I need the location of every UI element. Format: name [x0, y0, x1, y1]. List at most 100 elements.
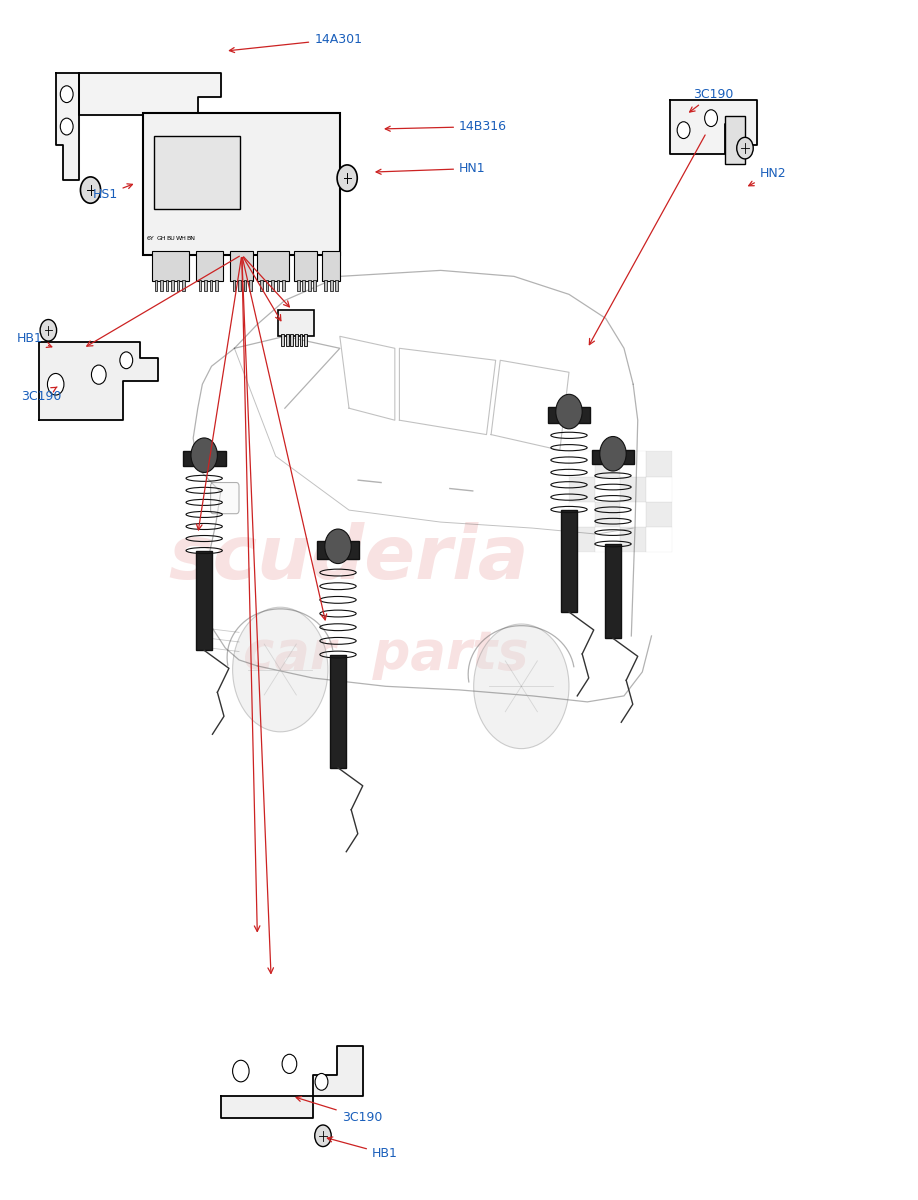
Bar [260, 280, 263, 290]
Text: HN2: HN2 [749, 167, 787, 186]
Bar [621, 527, 646, 552]
Bar [155, 280, 157, 290]
Bar [249, 280, 252, 290]
Bar [621, 451, 646, 476]
Circle shape [40, 319, 57, 341]
Bar [183, 451, 226, 467]
Circle shape [315, 1074, 328, 1091]
Circle shape [282, 1055, 297, 1074]
Bar [294, 251, 317, 281]
Bar [335, 280, 338, 290]
Bar [265, 280, 268, 290]
Circle shape [92, 365, 106, 384]
Bar [595, 451, 621, 476]
Polygon shape [220, 1046, 363, 1118]
Bar [299, 334, 302, 346]
Text: 3C190: 3C190 [21, 386, 62, 403]
Polygon shape [79, 73, 220, 114]
Bar [569, 527, 595, 552]
Bar [143, 113, 340, 254]
Circle shape [337, 164, 357, 191]
Bar [277, 310, 314, 336]
Text: 14A301: 14A301 [230, 32, 363, 53]
Text: car  parts: car parts [243, 628, 529, 680]
Text: HS1: HS1 [93, 184, 132, 202]
Bar [595, 476, 621, 502]
Bar [196, 251, 223, 281]
Circle shape [705, 109, 718, 126]
Bar [282, 280, 285, 290]
Bar [285, 334, 288, 346]
Circle shape [599, 437, 626, 472]
Bar [257, 251, 289, 281]
Polygon shape [39, 342, 158, 420]
Circle shape [677, 121, 690, 138]
Bar [646, 451, 672, 476]
Bar [646, 476, 672, 502]
Bar [569, 476, 595, 502]
Text: BN: BN [187, 236, 196, 241]
Bar [276, 280, 279, 290]
Bar [547, 407, 590, 422]
Bar [330, 654, 346, 768]
Circle shape [232, 607, 328, 732]
Text: HN1: HN1 [376, 162, 486, 175]
Circle shape [120, 352, 133, 368]
Bar [621, 502, 646, 527]
Bar [646, 502, 672, 527]
Bar [160, 280, 162, 290]
Bar [308, 280, 310, 290]
Circle shape [737, 137, 754, 158]
Bar [313, 280, 316, 290]
Bar [271, 280, 274, 290]
Bar [591, 450, 634, 464]
Bar [321, 251, 340, 281]
Circle shape [232, 1061, 249, 1082]
Circle shape [474, 624, 569, 749]
Bar [152, 251, 188, 281]
Bar [238, 280, 241, 290]
Bar [182, 280, 185, 290]
Bar [569, 451, 595, 476]
Text: WH: WH [176, 236, 186, 241]
Circle shape [81, 176, 101, 203]
Bar [295, 334, 297, 346]
Bar [646, 527, 672, 552]
Bar [569, 502, 595, 527]
Text: 14B316: 14B316 [386, 120, 507, 133]
Bar [204, 280, 207, 290]
Bar [605, 544, 621, 638]
Circle shape [325, 529, 352, 564]
Bar [304, 334, 307, 346]
Text: 3C190: 3C190 [689, 88, 733, 112]
Text: BU: BU [167, 236, 175, 241]
Circle shape [61, 118, 73, 134]
Bar [290, 334, 293, 346]
Text: HB1: HB1 [17, 332, 51, 348]
Polygon shape [670, 100, 757, 154]
Bar [595, 527, 621, 552]
Bar [209, 280, 212, 290]
Circle shape [48, 373, 64, 395]
Bar [324, 280, 327, 290]
Bar [297, 280, 299, 290]
Bar [725, 115, 745, 163]
Bar [215, 280, 218, 290]
Bar [330, 280, 332, 290]
Bar [243, 280, 246, 290]
Polygon shape [56, 73, 79, 180]
Text: 6Y: 6Y [146, 236, 154, 241]
Bar [196, 551, 212, 650]
Bar [232, 280, 235, 290]
Circle shape [61, 85, 73, 102]
FancyBboxPatch shape [210, 482, 239, 514]
Bar [595, 502, 621, 527]
Bar [561, 510, 577, 612]
Bar [198, 280, 201, 290]
Text: scuderia: scuderia [169, 522, 530, 594]
Circle shape [555, 395, 582, 428]
Bar [176, 280, 179, 290]
Bar [621, 476, 646, 502]
Bar [154, 136, 241, 209]
Bar [317, 541, 360, 559]
